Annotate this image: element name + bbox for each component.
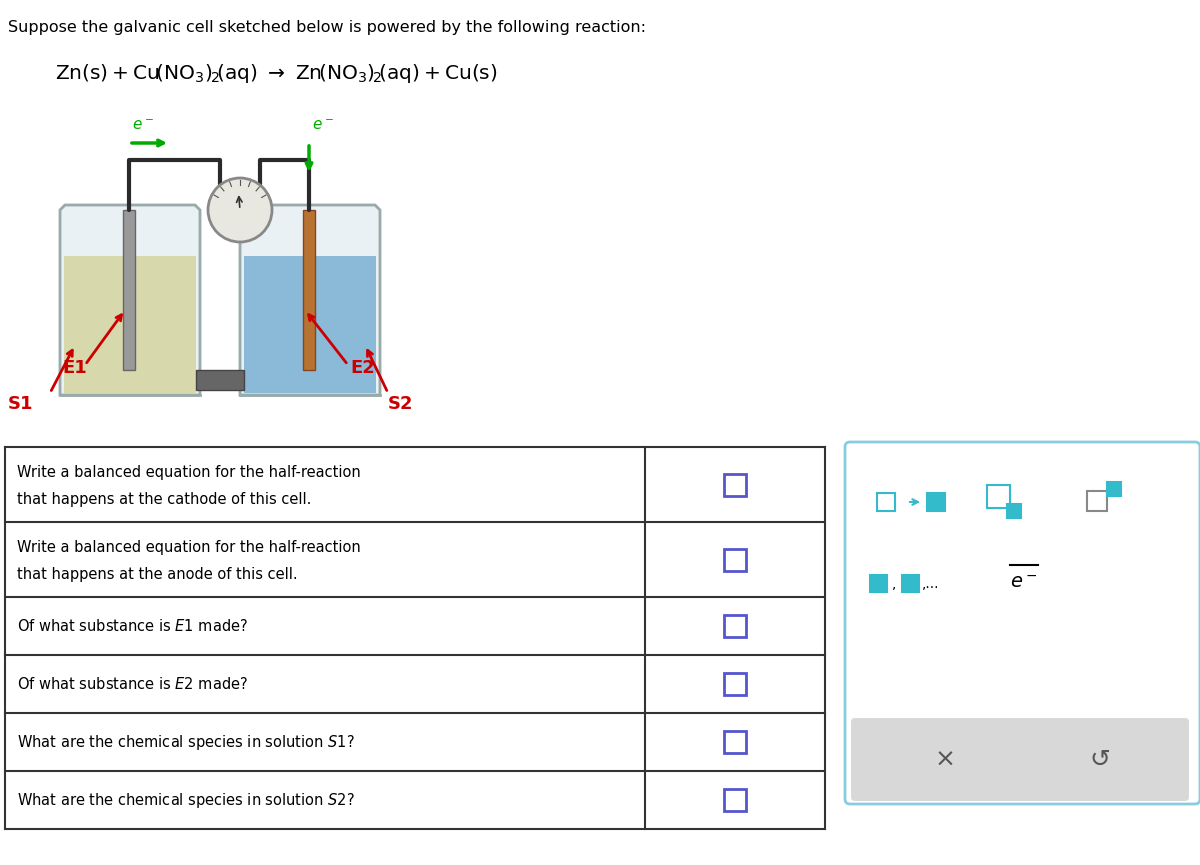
Bar <box>724 615 746 637</box>
Text: that happens at the anode of this cell.: that happens at the anode of this cell. <box>17 567 298 582</box>
Bar <box>856 722 1186 797</box>
Polygon shape <box>244 256 376 393</box>
Bar <box>724 731 746 753</box>
Text: Of what substance is $\mathit{E1}$ made?: Of what substance is $\mathit{E1}$ made? <box>17 618 248 634</box>
Text: ×: × <box>935 747 955 772</box>
Bar <box>877 493 895 511</box>
Bar <box>1007 504 1021 518</box>
Text: ,: , <box>892 577 896 591</box>
FancyBboxPatch shape <box>851 718 1189 801</box>
Bar <box>1108 482 1121 496</box>
Polygon shape <box>60 205 200 395</box>
Bar <box>724 473 746 496</box>
Text: What are the chemical species in solution $\mathit{S2}$?: What are the chemical species in solutio… <box>17 791 355 810</box>
Text: Of what substance is $\mathit{E2}$ made?: Of what substance is $\mathit{E2}$ made? <box>17 676 248 692</box>
Bar <box>928 493 946 511</box>
Bar <box>302 210 314 370</box>
Text: that happens at the cathode of this cell.: that happens at the cathode of this cell… <box>17 492 311 507</box>
Polygon shape <box>196 370 244 390</box>
FancyBboxPatch shape <box>845 442 1200 804</box>
Text: ,...: ,... <box>922 577 940 591</box>
Text: $e^-$: $e^-$ <box>312 118 334 133</box>
Text: S1: S1 <box>8 395 34 413</box>
Text: Suppose the galvanic cell sketched below is powered by the following reaction:: Suppose the galvanic cell sketched below… <box>8 20 646 35</box>
Bar <box>724 789 746 811</box>
Bar <box>988 485 1010 508</box>
Text: $\mathrm{Zn(s)+Cu\!\left(NO_3\right)_{\!2}\!(aq)\ \rightarrow\ Zn\!\left(NO_3\ri: $\mathrm{Zn(s)+Cu\!\left(NO_3\right)_{\!… <box>55 61 498 85</box>
Bar <box>124 210 134 370</box>
Bar <box>1087 491 1108 511</box>
Text: $e^-$: $e^-$ <box>1010 573 1038 592</box>
Polygon shape <box>240 205 380 395</box>
Polygon shape <box>64 256 196 393</box>
Text: S2: S2 <box>388 395 414 413</box>
Text: ↺: ↺ <box>1090 747 1110 772</box>
Text: Write a balanced equation for the half-reaction: Write a balanced equation for the half-r… <box>17 465 361 480</box>
Circle shape <box>208 178 272 242</box>
Text: E2: E2 <box>350 359 374 377</box>
Text: What are the chemical species in solution $\mathit{S1}$?: What are the chemical species in solutio… <box>17 733 355 752</box>
Text: E1: E1 <box>62 359 86 377</box>
Bar <box>724 673 746 695</box>
Bar <box>902 575 919 592</box>
Bar <box>870 575 887 592</box>
Text: $e^-$: $e^-$ <box>132 118 154 133</box>
Bar <box>724 548 746 571</box>
Text: Write a balanced equation for the half-reaction: Write a balanced equation for the half-r… <box>17 540 361 555</box>
